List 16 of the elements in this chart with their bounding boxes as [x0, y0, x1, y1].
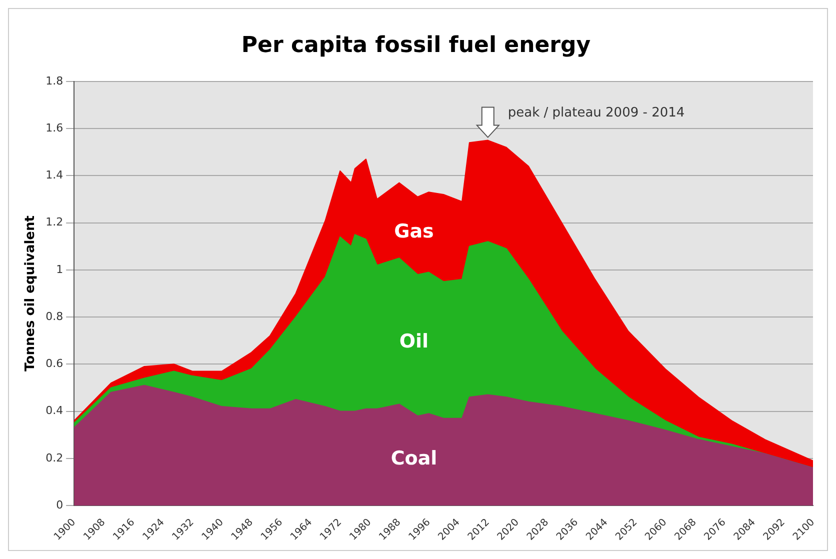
y-tick-label: 0 — [56, 498, 64, 512]
series-label: Coal — [390, 448, 438, 470]
y-tick-label: 1.4 — [46, 168, 64, 182]
series-label: Oil — [399, 330, 429, 352]
y-tick-label: 0.2 — [46, 451, 64, 464]
y-tick-label: 1.2 — [46, 216, 64, 229]
y-tick-label: 0.6 — [46, 357, 64, 370]
annotation: peak / plateau 2009 - 2014 — [508, 106, 685, 121]
chart-title: Per capita fossil fuel energy — [241, 32, 591, 58]
y-axis-title: Tonnes oil equivalent — [23, 216, 38, 372]
series-label: Gas — [394, 220, 434, 243]
y-tick-label: 1 — [56, 262, 64, 276]
y-tick-label: 0.8 — [46, 310, 64, 323]
y-tick-label: 1.6 — [46, 121, 64, 134]
y-tick-label: 1.8 — [46, 74, 64, 88]
y-tick-label: 0.4 — [46, 404, 64, 418]
